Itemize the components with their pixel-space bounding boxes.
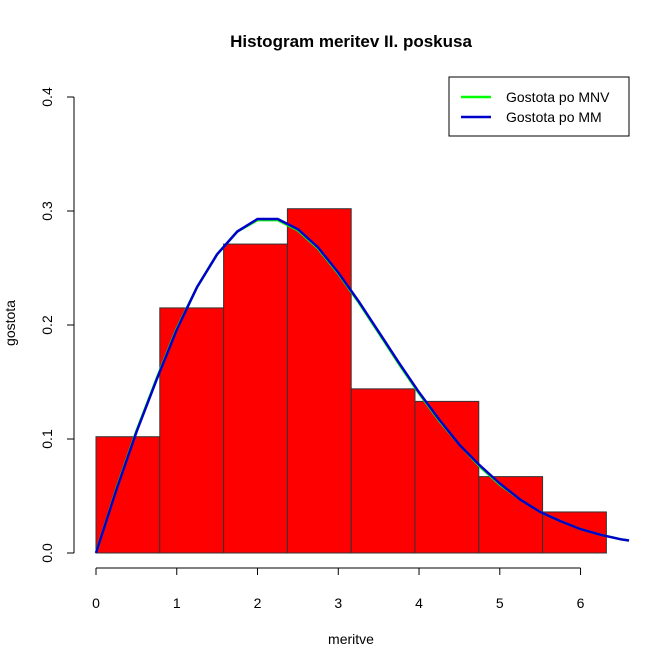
x-tick-label: 2 (254, 595, 262, 611)
y-tick-label: 0.2 (39, 315, 55, 335)
y-axis-label: gostota (2, 300, 18, 346)
histogram-bar-3 (223, 243, 288, 554)
y-tick-label: 0.1 (39, 429, 55, 449)
y-tick-label: 0.3 (39, 201, 55, 221)
chart-title: Histogram meritev II. poskusa (230, 32, 472, 51)
x-tick-label: 0 (92, 595, 100, 611)
legend-label-1: Gostota po MNV (506, 89, 610, 105)
histogram-bar-7 (478, 476, 544, 554)
legend: Gostota po MNV Gostota po MM (448, 76, 630, 137)
x-tick-label: 5 (496, 595, 504, 611)
x-axis-label: meritve (328, 631, 374, 647)
histogram-bar-5 (350, 388, 416, 554)
x-tick-label: 1 (173, 595, 181, 611)
histogram-bar-4 (286, 208, 352, 554)
x-axis: 0 1 2 3 4 5 6 (92, 567, 585, 611)
bars-group (95, 208, 607, 554)
legend-label-2: Gostota po MM (506, 109, 602, 125)
y-tick-label: 0.4 (39, 87, 55, 107)
y-axis: 0.0 0.1 0.2 0.3 0.4 (39, 87, 75, 563)
histogram-bar-6 (414, 400, 480, 554)
legend-box (448, 76, 630, 137)
density-line-2 (94, 217, 630, 554)
x-tick-label: 3 (334, 595, 342, 611)
y-tick-label: 0.0 (39, 543, 55, 563)
x-tick-label: 4 (415, 595, 423, 611)
x-tick-label: 6 (577, 595, 585, 611)
density-lines-group (94, 217, 630, 554)
histogram-bar-2 (159, 307, 225, 554)
